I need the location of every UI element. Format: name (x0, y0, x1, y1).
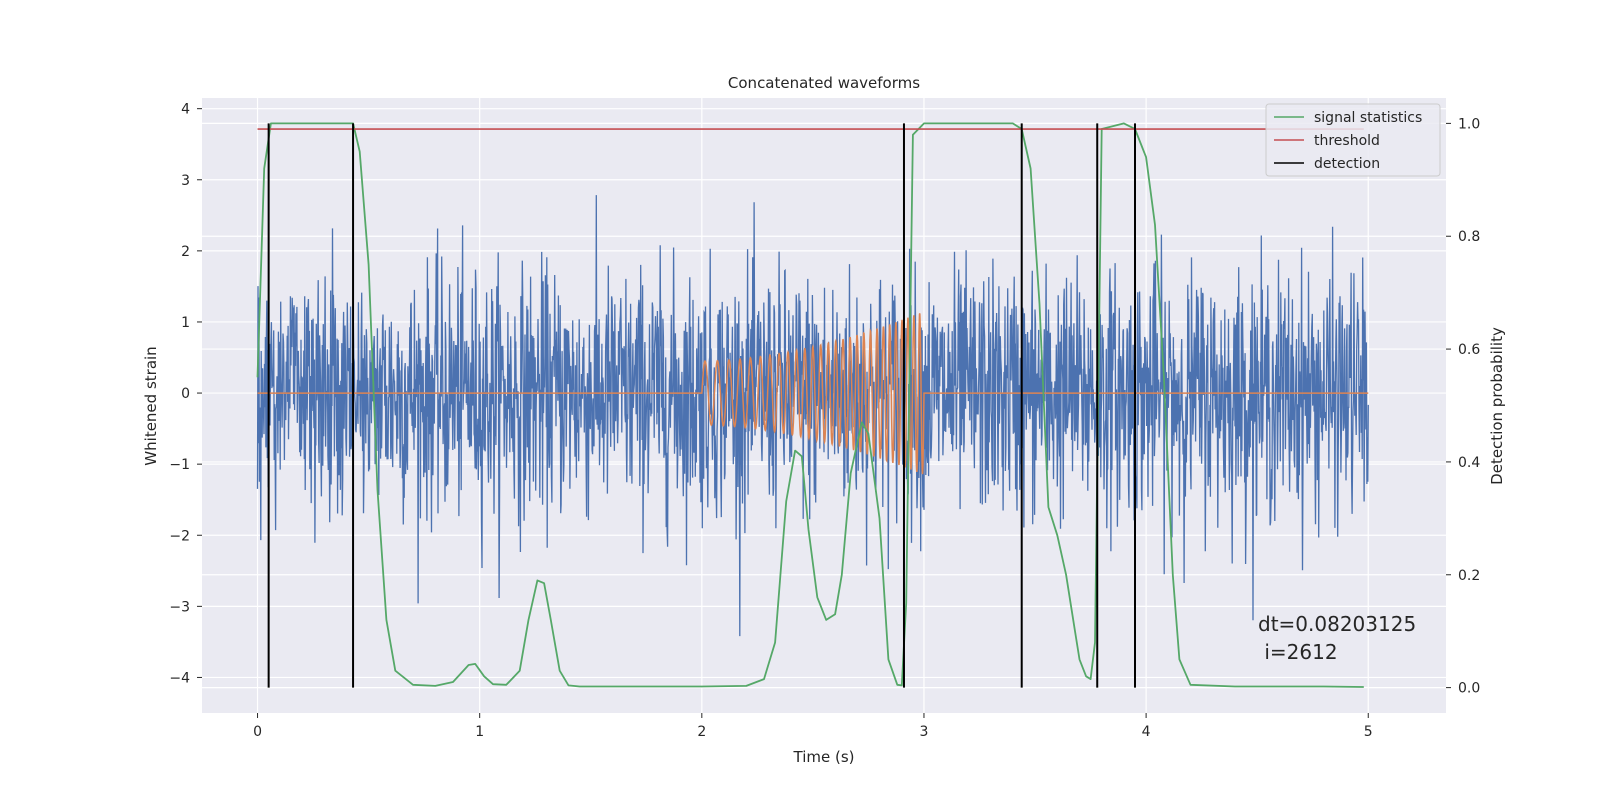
y-left-tick-label: −4 (169, 670, 190, 686)
y-left-tick-label: −3 (169, 599, 190, 615)
x-tick-label: 3 (920, 724, 929, 740)
chart-title: Concatenated waveforms (728, 74, 920, 92)
x-axis-label: Time (s) (793, 748, 855, 766)
y-left-tick-label: 3 (181, 173, 190, 189)
legend-label-signal: signal statistics (1314, 110, 1422, 126)
x-tick-label: 4 (1142, 724, 1151, 740)
legend-label-detection: detection (1314, 156, 1380, 172)
y-left-tick-label: −2 (169, 528, 190, 544)
strain-noise-line (256, 195, 1369, 637)
y-axis-left-label: Whitened strain (142, 346, 160, 465)
x-tick-label: 0 (253, 724, 262, 740)
plot-area (256, 122, 1369, 688)
x-tick-label: 5 (1364, 724, 1373, 740)
y-right-tick-label: 0.0 (1458, 681, 1480, 697)
y-left-tick-label: −1 (169, 457, 190, 473)
y-right-tick-label: 0.8 (1458, 229, 1480, 245)
x-tick-label: 1 (475, 724, 484, 740)
injected-chirp-line (257, 313, 1369, 475)
y-left-tick-label: 1 (181, 315, 190, 331)
y-right-tick-label: 0.6 (1458, 342, 1480, 358)
legend-label-threshold: threshold (1314, 133, 1380, 149)
x-tick-label: 2 (697, 724, 706, 740)
y-right-tick-label: 0.4 (1458, 455, 1480, 471)
axes: 0 1 2 3 4 5 −4 −3 −2 −1 0 1 2 3 4 0.0 0.2 0.4 0.6 0.8 1.0 (169, 102, 1480, 740)
y-left-tick-label: 0 (181, 386, 190, 402)
legend: signal statistics threshold detection (1265, 103, 1441, 177)
y-right-tick-label: 0.2 (1458, 568, 1480, 584)
annotation-index: i=2612 (1258, 640, 1338, 664)
y-left-tick-label: 2 (181, 244, 190, 260)
legend-box (1265, 103, 1441, 177)
annotation-dt: dt=0.08203125 (1258, 612, 1416, 636)
y-right-tick-label: 1.0 (1458, 116, 1480, 132)
signal-statistics-line (256, 122, 1364, 688)
y-axis-right-label: Detection probability (1488, 327, 1506, 485)
y-left-tick-label: 4 (181, 102, 190, 118)
